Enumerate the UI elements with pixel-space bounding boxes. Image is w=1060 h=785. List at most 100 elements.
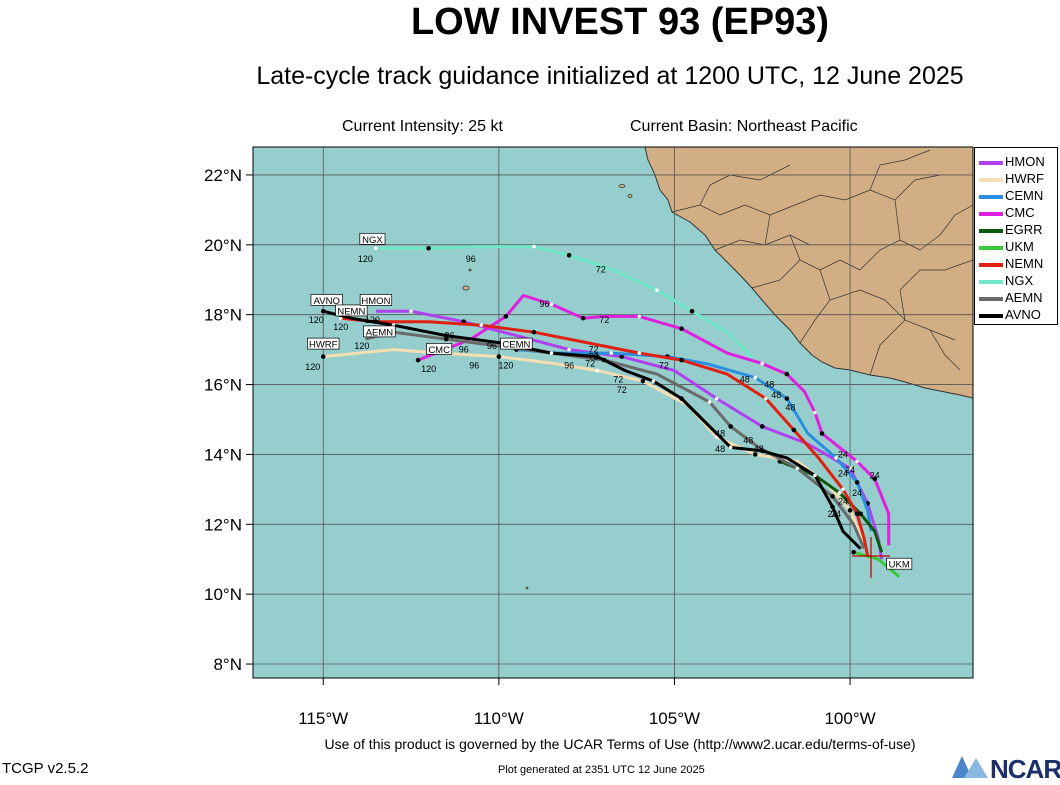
y-tick-label: 14°N xyxy=(204,445,242,464)
track-line-cemn xyxy=(516,348,873,532)
forecast-hour-label: 96 xyxy=(487,341,497,351)
legend-label: UKM xyxy=(1005,239,1034,254)
track-point xyxy=(594,354,600,359)
forecast-hour-label: 72 xyxy=(617,385,627,395)
version-label: TCGP v2.5.2 xyxy=(2,760,89,777)
forecast-hour-label: 24 xyxy=(852,488,862,498)
legend-swatch xyxy=(979,263,1003,267)
forecast-hour-label: 48 xyxy=(715,428,725,438)
legend-label: EGRR xyxy=(1005,222,1043,237)
forecast-hour-label: 120 xyxy=(333,322,348,332)
track-point xyxy=(655,288,659,293)
track-point xyxy=(320,354,326,359)
track-point xyxy=(851,549,856,555)
track-point xyxy=(784,371,790,377)
track-ngx xyxy=(374,244,753,358)
forecast-hour-label: 120 xyxy=(421,364,436,374)
track-point xyxy=(503,314,509,319)
track-point xyxy=(637,314,642,319)
track-point xyxy=(567,347,571,352)
track-point xyxy=(858,511,863,517)
track-point xyxy=(595,368,599,373)
track-point xyxy=(479,323,484,327)
track-line-ukm xyxy=(853,550,901,578)
track-point xyxy=(651,379,656,383)
track-point xyxy=(426,246,431,251)
model-tracks xyxy=(320,244,901,578)
model-label-box xyxy=(500,337,533,350)
track-point xyxy=(830,494,835,499)
track-point xyxy=(619,354,625,359)
forecast-hour-label: 120 xyxy=(305,362,320,372)
model-label-box xyxy=(363,325,396,338)
track-point xyxy=(872,476,877,482)
legend-swatch xyxy=(979,195,1003,199)
model-label-box xyxy=(359,294,393,306)
track-point xyxy=(752,452,758,457)
track-point xyxy=(813,410,817,415)
forecast-hour-label: 72 xyxy=(599,315,609,325)
forecast-hour-label: 48 xyxy=(771,390,781,400)
track-point xyxy=(609,351,614,355)
model-label-nemn: NEMN xyxy=(337,306,365,317)
legend-label: CMC xyxy=(1005,205,1035,220)
track-line-cmc xyxy=(417,294,891,546)
track-point xyxy=(374,246,378,251)
track-point xyxy=(415,357,421,363)
model-label-cemn: CEMN xyxy=(502,340,530,351)
legend-swatch xyxy=(979,229,1003,233)
legend-label: AEMN xyxy=(1005,290,1043,305)
legend-swatch xyxy=(979,280,1003,284)
track-point xyxy=(637,351,642,355)
track-point xyxy=(443,336,449,342)
model-label-hwrf: HWRF xyxy=(309,340,338,351)
legend-item-hwrf: HWRF xyxy=(979,171,1059,187)
current-intensity-label: Current Intensity: 25 kt xyxy=(342,118,503,135)
track-point xyxy=(795,466,800,471)
islands xyxy=(462,184,633,590)
model-label-avno: AVNO xyxy=(314,296,340,307)
legend-label: HMON xyxy=(1005,154,1045,169)
track-point xyxy=(707,400,712,404)
track-point xyxy=(837,491,842,495)
forecast-hour-label: 120 xyxy=(498,360,513,370)
model-label-cmc: CMC xyxy=(428,345,450,356)
forecast-hour-label: 96 xyxy=(459,345,469,355)
legend-item-egrr: EGRR xyxy=(979,222,1059,238)
current-basin-label: Current Basin: Northeast Pacific xyxy=(630,118,858,135)
track-point xyxy=(855,459,859,464)
forecast-hour-label: 72 xyxy=(613,374,623,384)
y-tick-label: 22°N xyxy=(204,166,242,185)
track-line-ngx xyxy=(375,245,753,358)
track-point xyxy=(580,315,586,321)
forecast-hour-label: 72 xyxy=(589,352,599,362)
track-point xyxy=(830,504,835,510)
y-tick-label: 20°N xyxy=(204,236,242,255)
x-tick-label: 105°W xyxy=(649,709,700,728)
model-label-ukm: UKM xyxy=(889,560,910,571)
x-tick-label: 115°W xyxy=(298,709,348,728)
legend-swatch xyxy=(979,212,1003,216)
forecast-hour-label: 96 xyxy=(445,331,455,341)
track-avno xyxy=(320,308,862,550)
forecast-hour-label: 24 xyxy=(838,497,848,507)
track-cmc xyxy=(415,294,891,546)
track-point xyxy=(848,466,852,471)
forecast-hour-label: 72 xyxy=(585,359,595,369)
forecast-hour-label: 48 xyxy=(743,435,753,445)
forecast-hour-label: 24 xyxy=(838,469,848,479)
track-point xyxy=(759,448,765,454)
track-point xyxy=(566,252,572,258)
track-line-aemn xyxy=(365,330,866,550)
forecast-hour-label: 96 xyxy=(469,360,479,370)
legend-swatch xyxy=(979,161,1003,165)
track-point xyxy=(854,480,860,485)
y-tick-label: 18°N xyxy=(204,306,242,325)
track-point xyxy=(549,302,554,307)
forecast-hour-label: 120 xyxy=(358,254,373,264)
legend: HMON HWRF CEMN CMC EGRR UKM NEMN NGX AEMN AVNO xyxy=(974,147,1058,325)
legend-swatch xyxy=(979,246,1003,250)
forecast-hour-label: 120 xyxy=(354,341,369,351)
legend-item-cmc: CMC xyxy=(979,205,1059,221)
